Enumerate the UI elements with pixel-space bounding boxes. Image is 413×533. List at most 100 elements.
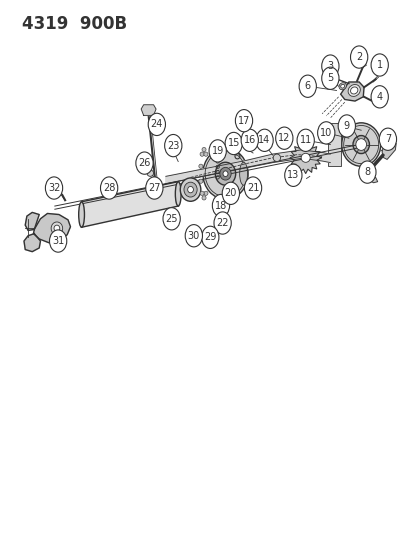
- Ellipse shape: [338, 83, 346, 90]
- Text: 25: 25: [165, 214, 178, 224]
- Text: 10: 10: [319, 128, 332, 138]
- Text: 27: 27: [148, 183, 160, 193]
- Ellipse shape: [223, 171, 228, 176]
- Text: 18: 18: [214, 200, 227, 211]
- Polygon shape: [168, 215, 175, 222]
- Circle shape: [214, 212, 231, 234]
- Text: 32: 32: [48, 183, 60, 193]
- Circle shape: [297, 129, 313, 151]
- Circle shape: [370, 86, 387, 108]
- Ellipse shape: [54, 225, 59, 231]
- Circle shape: [45, 177, 62, 199]
- Text: 28: 28: [103, 183, 115, 193]
- Polygon shape: [81, 182, 178, 227]
- Ellipse shape: [78, 202, 84, 227]
- Text: 29: 29: [204, 232, 216, 243]
- Text: 24: 24: [150, 119, 163, 130]
- Text: 30: 30: [187, 231, 199, 241]
- Ellipse shape: [175, 182, 180, 206]
- Polygon shape: [340, 82, 363, 101]
- Text: 17: 17: [237, 116, 249, 126]
- Polygon shape: [359, 171, 377, 183]
- Polygon shape: [290, 142, 320, 174]
- Text: 23: 23: [167, 141, 179, 151]
- Ellipse shape: [273, 154, 280, 161]
- Circle shape: [212, 195, 229, 216]
- Polygon shape: [381, 139, 395, 159]
- Polygon shape: [328, 123, 341, 166]
- Circle shape: [378, 128, 396, 150]
- Circle shape: [164, 134, 181, 157]
- Ellipse shape: [198, 164, 202, 168]
- Ellipse shape: [239, 162, 247, 185]
- Text: 19: 19: [211, 146, 223, 156]
- Ellipse shape: [202, 148, 247, 199]
- Circle shape: [331, 76, 338, 84]
- Circle shape: [350, 46, 367, 68]
- Text: 26: 26: [138, 158, 150, 168]
- Text: 15: 15: [227, 139, 240, 149]
- Text: 12: 12: [278, 133, 290, 143]
- Circle shape: [222, 182, 239, 205]
- Ellipse shape: [199, 152, 204, 156]
- Polygon shape: [221, 220, 227, 225]
- Text: 31: 31: [52, 236, 64, 246]
- Text: 21: 21: [246, 183, 259, 193]
- Ellipse shape: [51, 222, 62, 235]
- Polygon shape: [152, 183, 157, 190]
- Circle shape: [240, 129, 258, 151]
- Ellipse shape: [198, 179, 202, 183]
- Text: 8: 8: [363, 167, 370, 177]
- Text: 1: 1: [376, 60, 382, 70]
- Circle shape: [321, 67, 338, 90]
- Ellipse shape: [340, 84, 344, 88]
- Ellipse shape: [219, 167, 230, 180]
- Text: 20: 20: [224, 188, 237, 198]
- Ellipse shape: [341, 123, 380, 166]
- Circle shape: [148, 114, 165, 135]
- Ellipse shape: [350, 87, 357, 94]
- Circle shape: [163, 208, 180, 230]
- Ellipse shape: [202, 196, 206, 200]
- Circle shape: [235, 110, 252, 132]
- Text: 7: 7: [384, 134, 390, 144]
- Polygon shape: [141, 105, 156, 115]
- Circle shape: [321, 55, 338, 77]
- Ellipse shape: [204, 152, 207, 156]
- Polygon shape: [243, 135, 247, 139]
- Circle shape: [298, 75, 316, 98]
- Ellipse shape: [355, 139, 366, 150]
- Ellipse shape: [199, 191, 204, 196]
- Ellipse shape: [204, 191, 207, 196]
- Circle shape: [358, 161, 375, 183]
- Polygon shape: [166, 150, 330, 184]
- Text: 4319  900B: 4319 900B: [22, 14, 127, 33]
- Text: 4: 4: [376, 92, 382, 102]
- Ellipse shape: [352, 135, 368, 154]
- Text: 3: 3: [327, 61, 332, 71]
- Ellipse shape: [347, 85, 359, 96]
- Text: 16: 16: [243, 135, 255, 146]
- Circle shape: [244, 177, 261, 199]
- Text: 5: 5: [326, 73, 333, 83]
- Text: 13: 13: [287, 171, 299, 180]
- Circle shape: [209, 140, 226, 162]
- Polygon shape: [33, 214, 70, 243]
- Circle shape: [145, 177, 163, 199]
- Circle shape: [201, 226, 218, 248]
- Circle shape: [50, 230, 66, 252]
- Ellipse shape: [300, 154, 309, 163]
- Text: 6: 6: [304, 81, 310, 91]
- Polygon shape: [24, 233, 40, 252]
- Circle shape: [185, 224, 202, 247]
- Ellipse shape: [215, 162, 235, 185]
- Text: 9: 9: [343, 121, 349, 131]
- Polygon shape: [25, 213, 39, 230]
- Polygon shape: [218, 202, 225, 209]
- Circle shape: [135, 152, 153, 174]
- Text: 2: 2: [355, 52, 361, 62]
- Circle shape: [317, 122, 334, 144]
- Ellipse shape: [187, 187, 193, 193]
- Ellipse shape: [180, 178, 200, 201]
- Ellipse shape: [183, 182, 197, 197]
